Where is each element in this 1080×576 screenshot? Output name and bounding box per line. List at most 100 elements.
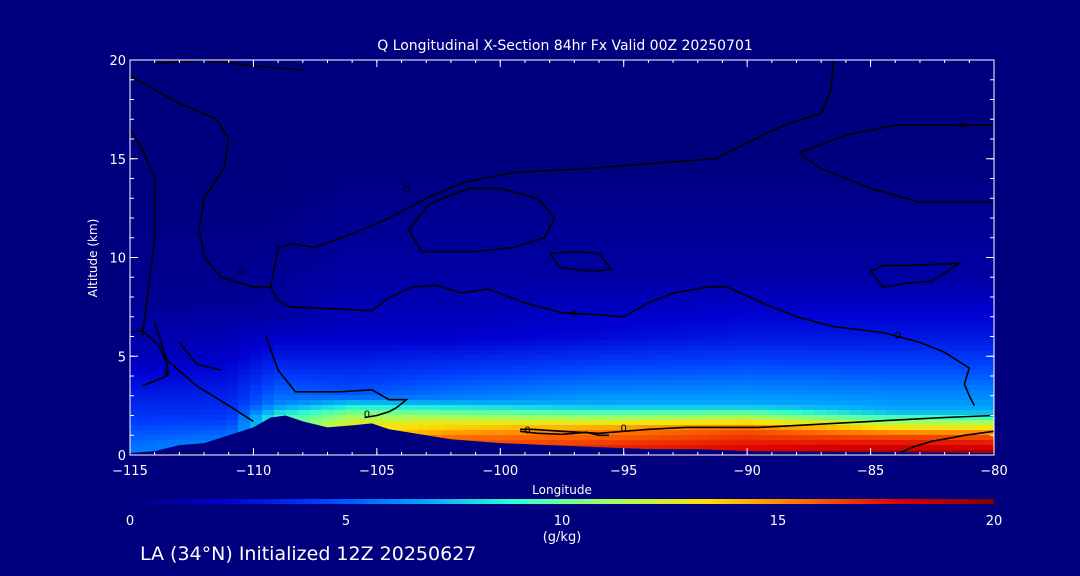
field-cell [286, 315, 299, 321]
field-cell [250, 330, 263, 336]
field-cell [214, 240, 227, 246]
field-cell [478, 380, 491, 386]
field-cell [478, 395, 491, 401]
field-cell [778, 240, 791, 246]
field-cell [178, 250, 191, 256]
field-cell [502, 355, 515, 361]
field-cell [754, 105, 767, 111]
field-cell [154, 405, 167, 411]
field-cell [334, 90, 347, 96]
field-cell [286, 205, 299, 211]
field-cell [166, 270, 179, 276]
field-cell [262, 360, 275, 366]
field-cell [502, 425, 515, 431]
field-cell [634, 365, 647, 371]
field-cell [538, 435, 551, 441]
field-cell [598, 270, 611, 276]
field-cell [226, 215, 239, 221]
field-cell [550, 195, 563, 201]
field-cell [274, 350, 287, 356]
field-cell [550, 150, 563, 156]
field-cell [706, 405, 719, 411]
field-cell [310, 310, 323, 316]
field-cell [778, 205, 791, 211]
field-cell [262, 200, 275, 206]
field-cell [274, 290, 287, 296]
field-cell [826, 370, 839, 376]
field-cell [166, 215, 179, 221]
field-cell [634, 430, 647, 436]
field-cell [322, 120, 335, 126]
field-cell [598, 415, 611, 421]
field-cell [538, 140, 551, 146]
field-cell [238, 100, 251, 106]
field-cell [766, 405, 779, 411]
field-cell [370, 75, 383, 81]
field-cell [742, 420, 755, 426]
field-cell [670, 180, 683, 186]
field-cell [430, 125, 443, 131]
field-cell [766, 220, 779, 226]
field-cell [418, 340, 431, 346]
field-cell [754, 260, 767, 266]
field-cell [886, 145, 899, 151]
field-cell [538, 150, 551, 156]
field-cell [226, 90, 239, 96]
field-cell [478, 370, 491, 376]
field-cell [730, 70, 743, 76]
field-cell [826, 270, 839, 276]
field-cell [742, 280, 755, 286]
field-cell [154, 110, 167, 116]
field-cell [130, 295, 143, 301]
field-cell [658, 205, 671, 211]
field-cell [802, 425, 815, 431]
field-cell [130, 320, 143, 326]
field-cell [634, 125, 647, 131]
field-cell [646, 240, 659, 246]
field-cell [646, 285, 659, 291]
field-cell [598, 105, 611, 111]
field-cell [238, 400, 251, 406]
field-cell [850, 230, 863, 236]
field-cell [202, 70, 215, 76]
field-cell [322, 330, 335, 336]
field-cell [790, 435, 803, 441]
field-cell [622, 300, 635, 306]
field-cell [382, 380, 395, 386]
field-cell [742, 60, 755, 66]
field-cell [466, 275, 479, 281]
field-cell [682, 70, 695, 76]
field-cell [238, 295, 251, 301]
field-cell [226, 200, 239, 206]
field-cell [550, 440, 563, 446]
field-cell [382, 325, 395, 331]
field-cell [682, 420, 695, 426]
field-cell [694, 145, 707, 151]
field-cell [418, 85, 431, 91]
field-cell [358, 295, 371, 301]
field-cell [286, 200, 299, 206]
field-cell [142, 135, 155, 141]
field-cell [706, 275, 719, 281]
field-cell [766, 275, 779, 281]
field-cell [298, 150, 311, 156]
field-cell [454, 185, 467, 191]
field-cell [490, 65, 503, 71]
field-cell [850, 100, 863, 106]
field-cell [202, 160, 215, 166]
field-cell [718, 350, 731, 356]
field-cell [718, 145, 731, 151]
field-cell [166, 195, 179, 201]
field-cell [790, 305, 803, 311]
field-cell [550, 355, 563, 361]
field-cell [622, 365, 635, 371]
field-cell [862, 280, 875, 286]
field-cell [610, 340, 623, 346]
field-cell [346, 220, 359, 226]
field-cell [862, 350, 875, 356]
field-cell [658, 145, 671, 151]
field-cell [706, 70, 719, 76]
field-cell [466, 390, 479, 396]
field-cell [538, 200, 551, 206]
field-cell [718, 420, 731, 426]
